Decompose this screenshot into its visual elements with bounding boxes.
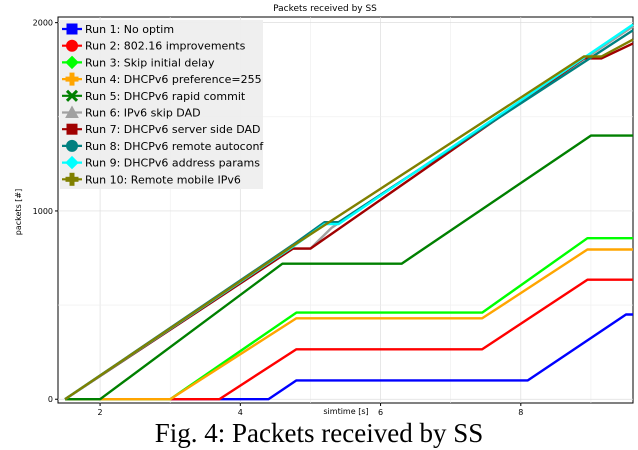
x-tick-label: 8 [518, 408, 523, 417]
y-axis-label: packets [#] [14, 189, 23, 235]
series-line-run-7 [64, 42, 634, 401]
series-line-run-10 [64, 38, 634, 401]
legend-marker-run-9 [65, 155, 79, 170]
axis-ticks: 2 4 6 8 0 1000 2000 [33, 19, 524, 417]
x-tick-label: 2 [98, 408, 103, 417]
series-lines [64, 23, 634, 401]
y-tick-label: 0 [48, 395, 53, 404]
legend-label-run-4: Run 4: DHCPv6 preference=255 [85, 73, 262, 86]
legend: Run 1: No optim Run 2: 802.16 improvement… [60, 20, 264, 189]
legend-marker-run-5 [65, 89, 79, 102]
legend-label-run-1: Run 1: No optim [85, 23, 174, 36]
series-line-run-4 [65, 248, 633, 401]
x-tick-label: 6 [378, 408, 383, 417]
legend-label-run-6: Run 6: IPv6 skip DAD [85, 107, 201, 120]
x-axis-label: simtime [s] [323, 407, 368, 416]
legend-label-run-3: Run 3: Skip initial delay [85, 56, 215, 69]
legend-marker-run-8 [66, 139, 78, 152]
legend-marker-run-3 [65, 55, 79, 70]
legend-label-run-8: Run 8: DHCPv6 remote autoconf [85, 140, 264, 153]
legend-label-run-10: Run 10: Remote mobile IPv6 [85, 173, 241, 186]
series-line-run-1 [65, 313, 633, 401]
legend-label-run-7: Run 7: DHCPv6 server side DAD [85, 123, 260, 136]
legend-marker-run-10 [69, 172, 75, 186]
series-line-run-2 [65, 278, 633, 401]
legend-marker-run-7 [66, 123, 78, 135]
legend-marker-run-4 [69, 72, 75, 86]
series-line-run-5 [65, 134, 633, 401]
x-tick-label: 4 [238, 408, 243, 417]
legend-label-run-2: Run 2: 802.16 improvements [85, 40, 246, 53]
legend-marker-run-6 [65, 105, 79, 118]
y-tick-label: 1000 [33, 207, 53, 216]
legend-label-run-5: Run 5: DHCPv6 rapid commit [85, 90, 246, 103]
legend-marker-run-2 [66, 39, 78, 52]
chart-title: Packets received by SS [273, 4, 377, 14]
legend-box [60, 20, 263, 189]
legend-label-run-9: Run 9: DHCPv6 address params [85, 157, 260, 170]
figure-caption: Fig. 4: Packets received by SS [154, 418, 484, 448]
legend-marker-run-1 [66, 23, 78, 35]
y-tick-label: 2000 [33, 19, 53, 28]
